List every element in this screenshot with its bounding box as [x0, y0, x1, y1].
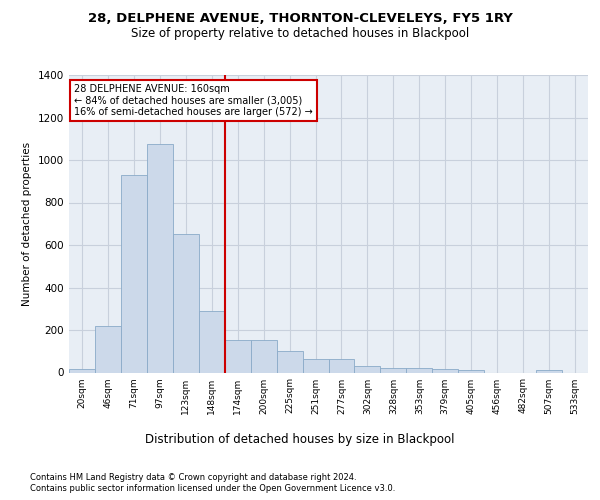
Bar	[458, 370, 484, 372]
Bar	[173, 234, 199, 372]
Bar	[433, 370, 458, 372]
Bar	[251, 340, 277, 372]
Bar	[95, 326, 121, 372]
Bar	[302, 358, 329, 372]
Text: 28, DELPHENE AVENUE, THORNTON-CLEVELEYS, FY5 1RY: 28, DELPHENE AVENUE, THORNTON-CLEVELEYS,…	[88, 12, 512, 26]
Text: Contains public sector information licensed under the Open Government Licence v3: Contains public sector information licen…	[30, 484, 395, 493]
Text: 28 DELPHENE AVENUE: 160sqm
← 84% of detached houses are smaller (3,005)
16% of s: 28 DELPHENE AVENUE: 160sqm ← 84% of deta…	[74, 84, 313, 117]
Y-axis label: Number of detached properties: Number of detached properties	[22, 142, 32, 306]
Text: Distribution of detached houses by size in Blackpool: Distribution of detached houses by size …	[145, 432, 455, 446]
Bar	[69, 370, 95, 372]
Bar	[329, 358, 355, 372]
Bar	[225, 340, 251, 372]
Bar	[355, 366, 380, 372]
Bar	[199, 311, 224, 372]
Text: Size of property relative to detached houses in Blackpool: Size of property relative to detached ho…	[131, 28, 469, 40]
Bar	[121, 175, 147, 372]
Bar	[536, 370, 562, 372]
Bar	[406, 368, 432, 372]
Text: Contains HM Land Registry data © Crown copyright and database right 2024.: Contains HM Land Registry data © Crown c…	[30, 472, 356, 482]
Bar	[380, 368, 406, 372]
Bar	[147, 144, 173, 372]
Bar	[277, 351, 302, 372]
